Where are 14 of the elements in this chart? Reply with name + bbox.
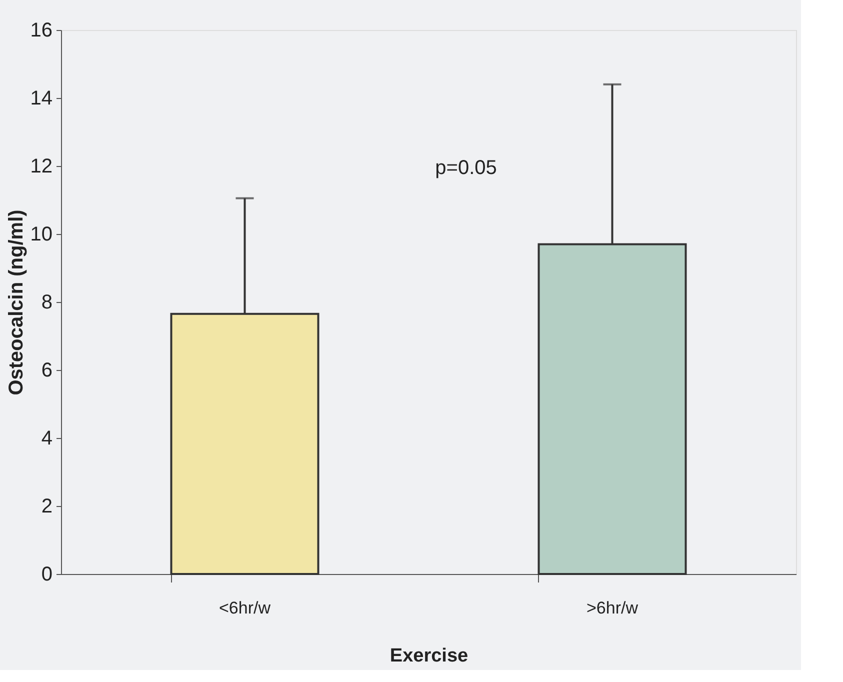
y-tick-label: 6 bbox=[41, 360, 52, 382]
x-tick-label: >6hr/w bbox=[586, 598, 639, 618]
y-tick-label: 2 bbox=[41, 496, 52, 518]
y-tick-label: 16 bbox=[30, 20, 52, 42]
y-tick-label: 0 bbox=[41, 564, 52, 586]
y-tick-label: 4 bbox=[41, 428, 52, 450]
y-tick-label: 10 bbox=[30, 224, 52, 246]
y-tick-label: 12 bbox=[30, 156, 52, 178]
x-tick-label: <6hr/w bbox=[219, 598, 272, 618]
annotation: p=0.05 bbox=[435, 157, 497, 179]
y-tick-label: 14 bbox=[30, 88, 52, 110]
y-tick-label: 8 bbox=[41, 292, 52, 314]
y-axis-title: Osteocalcin (ng/ml) bbox=[5, 210, 28, 396]
x-axis-title: Exercise bbox=[390, 646, 468, 666]
